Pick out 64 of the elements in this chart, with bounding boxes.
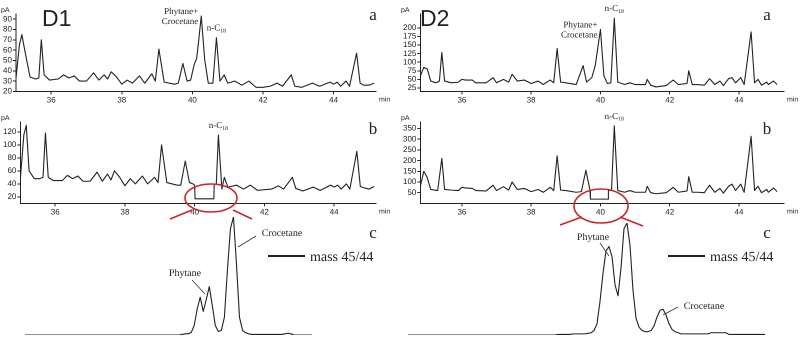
y-tick-label: 60 <box>2 45 12 54</box>
x-tick-label: 36 <box>50 207 60 216</box>
annotation: Crocetane <box>684 301 725 312</box>
annotation: a <box>763 5 772 24</box>
legend-label: mass 45/44 <box>710 250 774 265</box>
y-tick-label: 120 <box>2 126 17 136</box>
y-tick-label: 20 <box>2 86 12 96</box>
annotation: Phytane <box>576 232 610 243</box>
y-tick-label: 40 <box>2 66 12 75</box>
y-tick-label: 25 <box>407 83 417 92</box>
legend-label: mass 45/44 <box>310 250 374 265</box>
y-tick-label: 200 <box>402 156 417 165</box>
x-tick-label: 38 <box>526 207 536 216</box>
x-tick-label: 38 <box>120 207 130 216</box>
annotation: Crocetane <box>262 228 303 239</box>
x-tick-label: 38 <box>526 95 536 104</box>
y-tick-label: 75 <box>407 66 417 75</box>
x-tick-label: 42 <box>258 95 268 104</box>
x-tick-label: 44 <box>329 95 339 104</box>
x-tick-label: 40 <box>596 207 606 216</box>
y-tick-label: 40 <box>7 179 17 188</box>
chart-title: D1 <box>42 5 72 31</box>
x-tick-label: 44 <box>330 207 340 216</box>
y-tick-label: 80 <box>7 153 17 162</box>
annotation: b <box>368 119 378 138</box>
x-tick-label: 40 <box>596 95 606 104</box>
text: c <box>369 223 378 242</box>
x-tick-label: 38 <box>117 95 127 104</box>
x-tick-label: 44 <box>734 207 744 216</box>
y-tick-label: 100 <box>2 140 17 149</box>
y-tick-label: 20 <box>7 192 17 202</box>
annotation: Phytane+ Crocetane <box>162 6 198 26</box>
x-tick-label: 42 <box>665 207 675 216</box>
annotation: c <box>763 223 772 242</box>
y-tick-label: 70 <box>2 35 12 44</box>
annotation: a <box>369 5 378 24</box>
y-tick-label: 80 <box>2 24 12 34</box>
x-tick-label: 40 <box>188 95 198 104</box>
annotation: b <box>762 119 772 138</box>
y-tick-label: 60 <box>7 166 17 176</box>
y-tick-label: 100 <box>402 57 417 66</box>
x-tick-label: 42 <box>665 95 675 104</box>
x-tick-label: 36 <box>46 95 56 104</box>
y-tick-label: 350 <box>402 124 417 133</box>
y-tick-label: 175 <box>402 32 417 41</box>
y-tick-label: 250 <box>402 145 417 154</box>
annotation: Phytane <box>168 268 202 279</box>
x-tick-label: 42 <box>260 207 270 216</box>
x-tick-label: 36 <box>457 95 467 104</box>
y-tick-label: 50 <box>2 56 12 65</box>
y-tick-label: 50 <box>407 188 417 197</box>
y-tick-label: 125 <box>402 48 417 58</box>
chart-title: D2 <box>420 5 450 31</box>
y-tick-label: 150 <box>402 40 417 50</box>
annotation: Phytane+ Crocetane <box>560 19 598 40</box>
y-tick-label: 150 <box>402 166 417 176</box>
x-tick-label: 36 <box>457 207 467 216</box>
x-tick-label: 44 <box>734 95 744 104</box>
y-tick-label: 200 <box>402 22 417 32</box>
y-tick-label: 100 <box>402 177 417 186</box>
y-tick-label: 50 <box>407 74 417 84</box>
y-tick-label: 90 <box>2 14 12 24</box>
y-tick-label: 30 <box>2 76 12 86</box>
y-tick-label: 300 <box>402 134 417 144</box>
